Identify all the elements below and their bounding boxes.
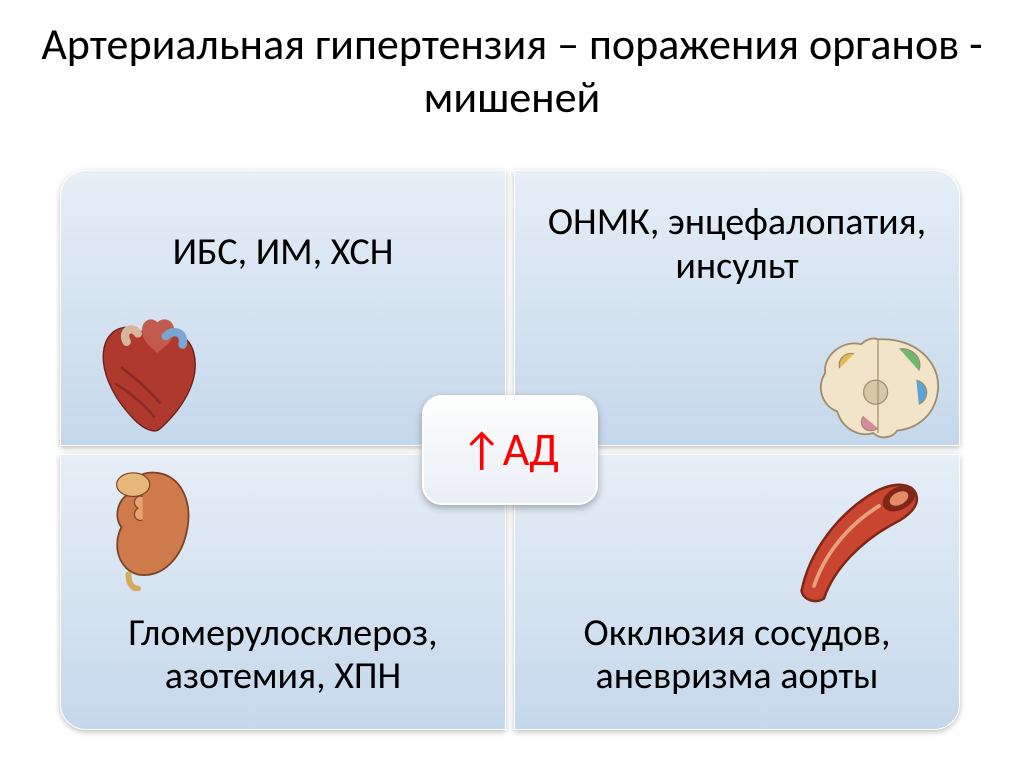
quadrant-brain-text: ОНМК, энцефалопатия, инсульт [515,201,959,288]
target-organ-matrix: ИБС, ИМ, ХСН ОНМК, энцефалопатия, инсуль… [60,170,960,730]
brain-icon [803,325,953,445]
slide-title: Артериальная гипертензия – поражения орг… [0,0,1024,134]
artery-icon [779,461,929,611]
quadrant-kidney-text: Гломерулосклероз, азотемия, ХПН [61,612,505,699]
heart-icon [79,311,219,451]
kidney-icon [85,461,205,591]
quadrant-heart-text: ИБС, ИМ, ХСН [61,231,505,275]
center-badge-bp: ↑АД [422,395,598,505]
quadrant-vessel-text: Окклюзия сосудов, аневризма аорты [515,612,959,699]
